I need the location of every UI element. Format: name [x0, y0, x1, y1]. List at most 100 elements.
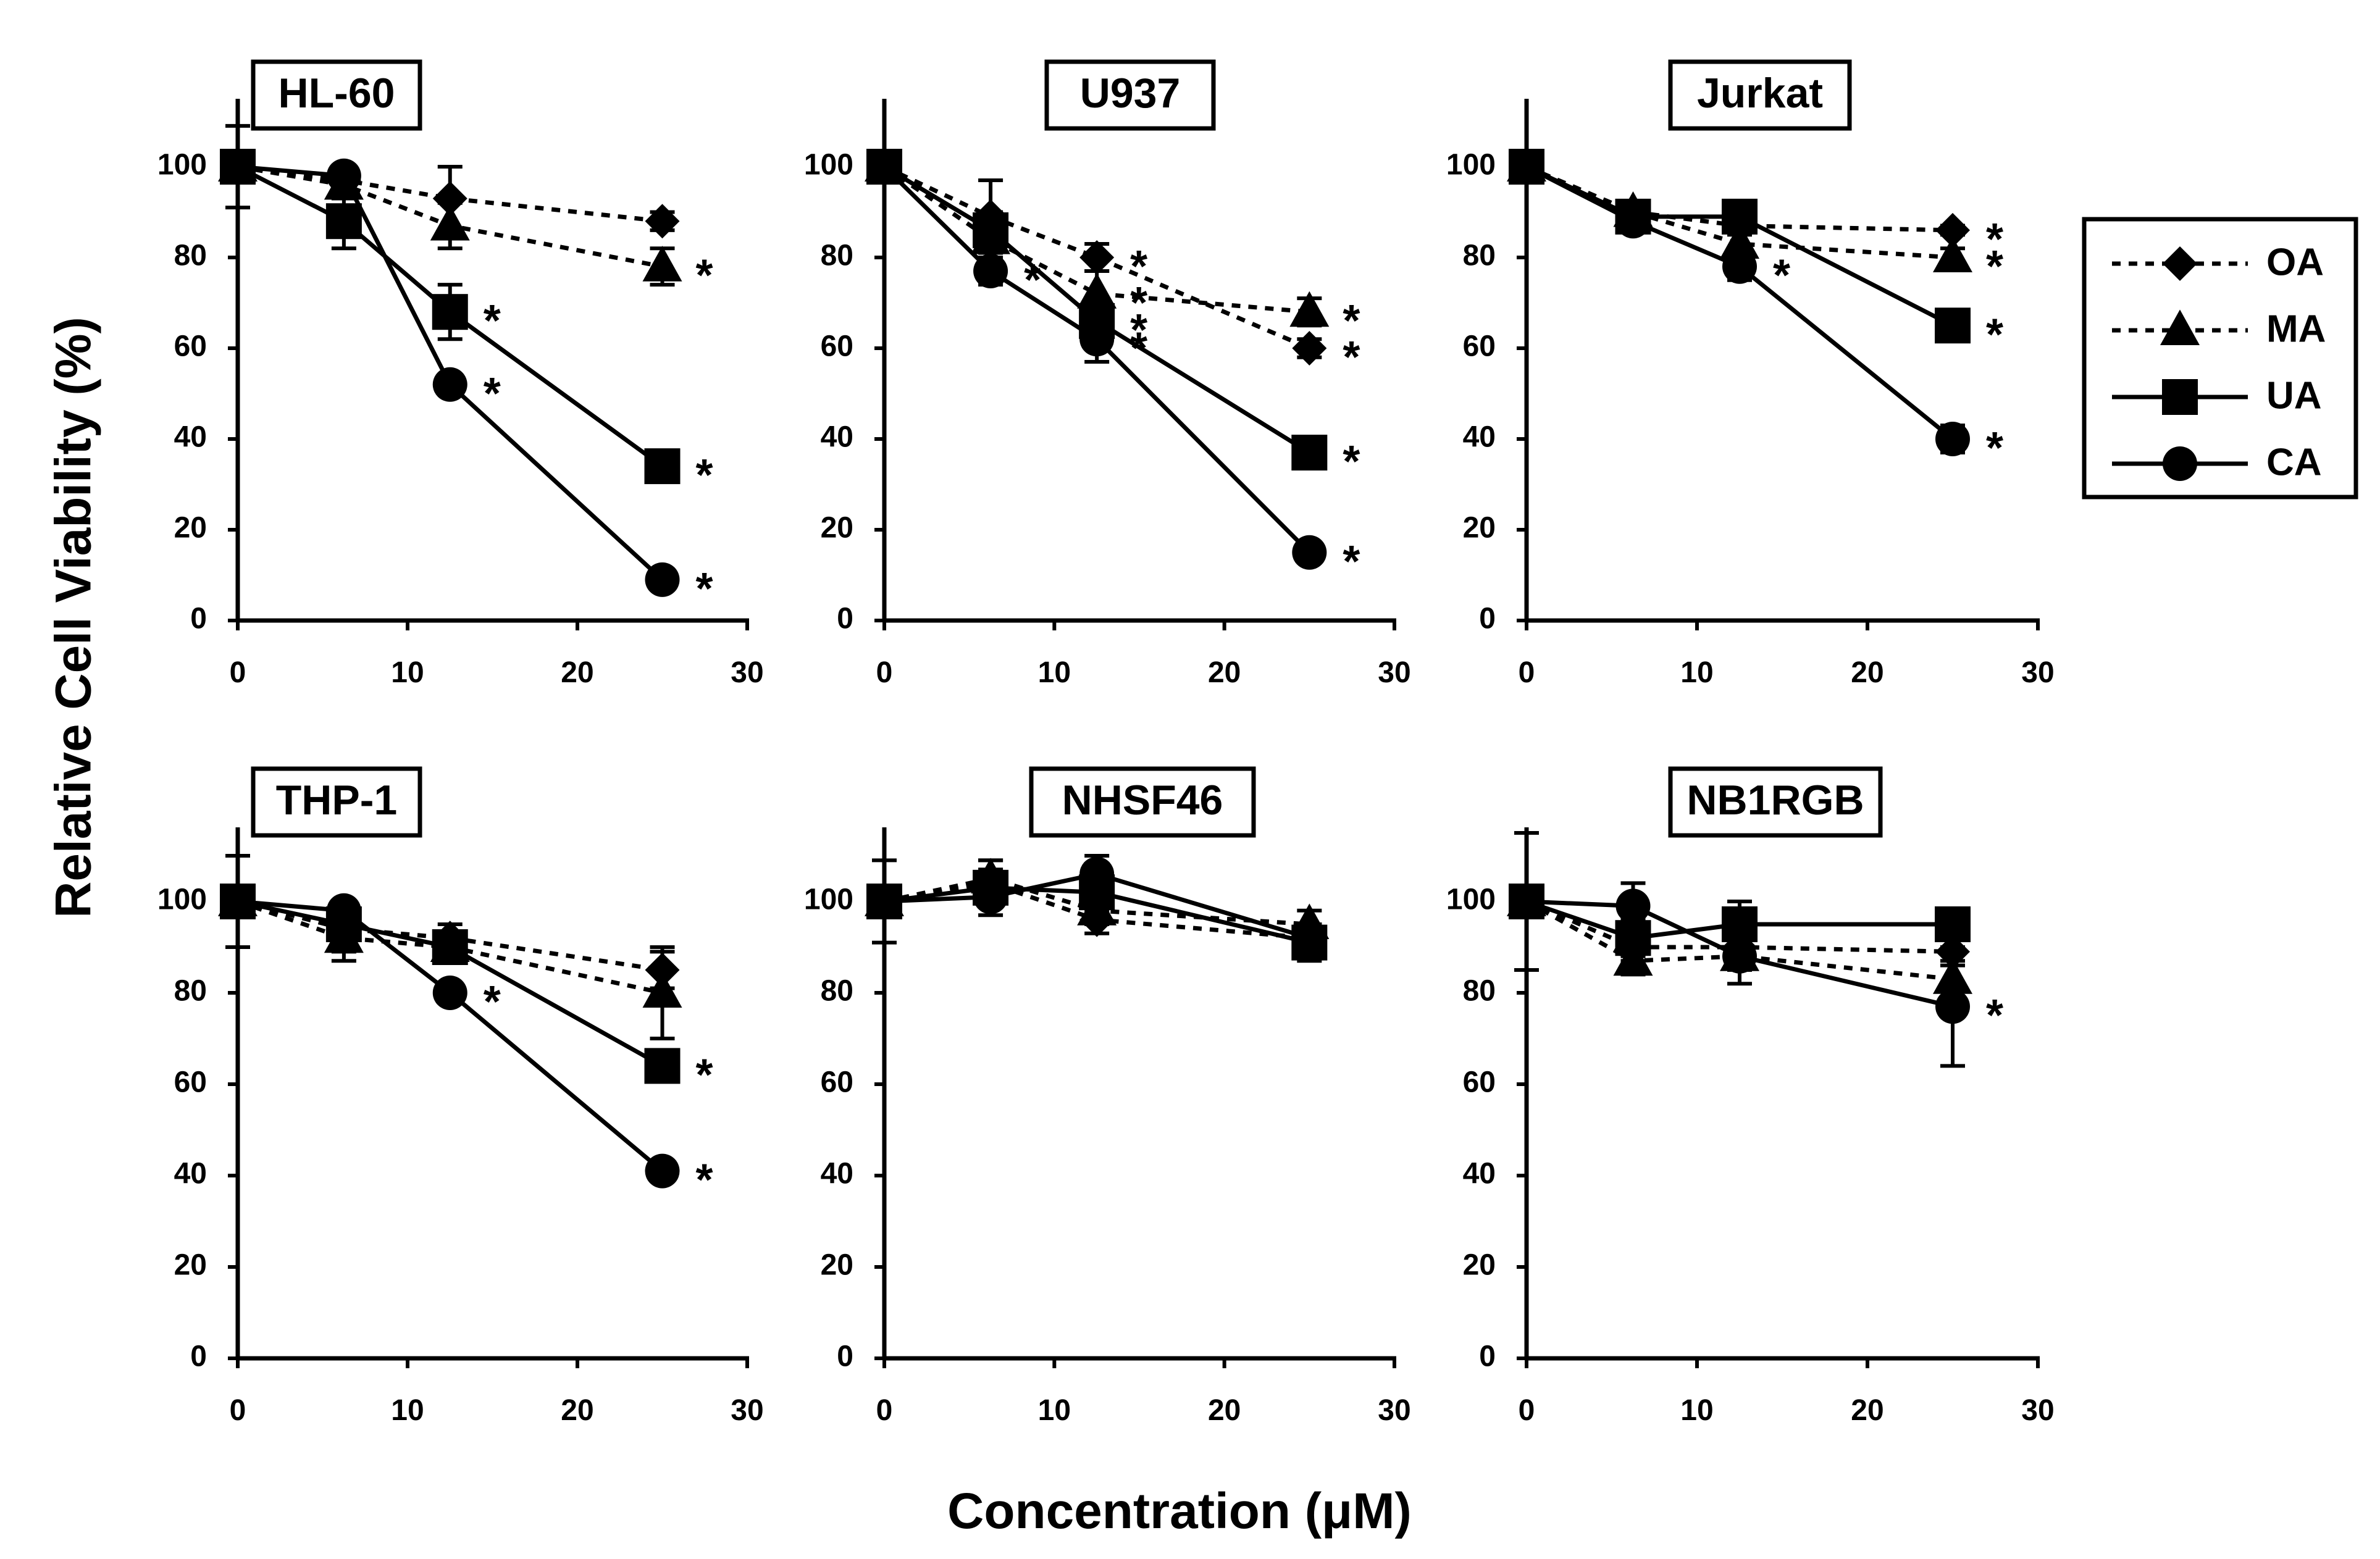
legend-marker-oa: [2163, 246, 2197, 281]
legend: OA MA UA CA: [2082, 217, 2358, 499]
significance-mark: *: [695, 251, 713, 301]
legend-label: CA: [2266, 441, 2322, 483]
series-line-ca: [882, 165, 1311, 554]
y-tick-label: 80: [1463, 240, 1496, 272]
legend-marker-ma: [2160, 309, 2200, 345]
y-tick-label: 100: [804, 149, 853, 182]
series-line-ma: [884, 876, 1310, 927]
y-tick-label: 60: [174, 330, 207, 363]
y-tick-label: 0: [190, 1340, 207, 1373]
legend-item-ca: CA: [2112, 441, 2322, 483]
data-point-ca: [1615, 204, 1651, 239]
data-point-ca: [645, 1153, 680, 1189]
significance-mark: *: [1986, 310, 2003, 359]
data-point-ca: [1509, 149, 1544, 184]
data-point-ca: [326, 893, 361, 928]
series-ca: ***: [867, 149, 1360, 587]
significance-mark: *: [1130, 278, 1147, 328]
x-tick-label: 30: [2021, 1394, 2054, 1427]
data-point-oa: [1292, 331, 1327, 366]
y-tick-label: 20: [1463, 1249, 1496, 1282]
y-tick-label: 40: [174, 421, 207, 454]
y-tick-label: 80: [174, 240, 207, 272]
series-line-ma: [237, 899, 663, 995]
y-tick-label: 0: [1479, 1340, 1496, 1373]
significance-mark: *: [1343, 537, 1360, 587]
series-line-oa: [237, 164, 663, 224]
y-tick-label: 60: [821, 330, 853, 363]
data-point-ca: [1292, 921, 1327, 956]
x-tick-label: 10: [391, 656, 424, 689]
significance-mark: *: [1024, 256, 1041, 305]
series-ca: *: [1509, 881, 2003, 1068]
x-tick-label: 30: [1378, 1394, 1410, 1427]
series-line-oa: [237, 899, 663, 972]
x-tick-label: 10: [1038, 1394, 1071, 1427]
data-point-ca: [220, 149, 255, 184]
significance-mark: *: [1130, 324, 1147, 373]
data-point-oa: [432, 181, 467, 216]
legend-label: UA: [2266, 374, 2322, 417]
data-point-ca: [867, 884, 902, 919]
data-point-ca: [1935, 422, 1970, 456]
significance-mark: *: [695, 564, 713, 614]
panel-title-box: [251, 766, 422, 838]
data-point-ua: [1935, 307, 1971, 344]
data-point-ca: [1292, 535, 1327, 570]
x-axis-label: Concentration (μM): [947, 1483, 1412, 1539]
series-line-ca: [1526, 899, 1953, 1009]
significance-mark: *: [1130, 306, 1147, 355]
panel-title-box: [1668, 766, 1883, 838]
panel-nhsf46: NHSF46 0 20 40 60 80 100 0 10 20 30: [804, 766, 1411, 1427]
y-tick-label: 20: [1463, 512, 1496, 545]
panel-title: HL-60: [279, 70, 395, 117]
data-point-ca: [867, 149, 902, 184]
legend-item-ua: UA: [2112, 374, 2322, 417]
y-tick-label: 60: [1463, 330, 1496, 363]
data-point-ca: [432, 976, 467, 1010]
data-point-ma: [642, 246, 682, 282]
significance-mark: *: [1130, 242, 1147, 291]
x-tick-label: 20: [1208, 1394, 1241, 1427]
y-tick-label: 20: [821, 1249, 853, 1282]
y-tick-label: 100: [1446, 884, 1496, 916]
y-tick-label: 60: [174, 1066, 207, 1099]
y-tick-label: 0: [1479, 603, 1496, 635]
y-tick-label: 100: [1446, 149, 1496, 182]
series-ca: **: [220, 884, 713, 1205]
panel-title: NB1RGB: [1687, 777, 1864, 824]
data-point-ca: [1079, 856, 1115, 892]
panel-title: U937: [1080, 70, 1181, 117]
data-point-ua: [644, 448, 681, 485]
x-tick-label: 10: [1680, 1394, 1713, 1427]
y-tick-label: 20: [174, 512, 207, 545]
y-axis-label: Relative Cell Viability (%): [46, 317, 102, 918]
significance-mark: *: [695, 1156, 713, 1205]
significance-mark: *: [695, 1050, 713, 1100]
data-point-ca: [973, 254, 1008, 289]
legend-label: OA: [2266, 241, 2324, 283]
significance-mark: *: [1343, 296, 1360, 346]
series-line-ma: [1525, 899, 1953, 982]
series-line-ma: [883, 165, 1310, 314]
data-point-ma: [1933, 236, 1972, 272]
significance-mark: *: [1986, 215, 2003, 264]
significance-mark: *: [1343, 333, 1360, 382]
y-tick-label: 80: [174, 975, 207, 1008]
significance-mark: *: [484, 296, 501, 346]
data-point-ca: [1935, 989, 1970, 1024]
significance-mark: *: [695, 451, 713, 500]
data-point-oa: [1935, 212, 1970, 248]
x-tick-label: 30: [731, 656, 763, 689]
y-tick-label: 80: [821, 240, 853, 272]
y-tick-label: 40: [821, 1158, 853, 1190]
significance-mark: *: [1343, 437, 1360, 487]
data-point-ma: [1289, 291, 1330, 327]
y-tick-label: 40: [821, 421, 853, 454]
series-line-oa: [884, 880, 1310, 940]
significance-mark: *: [1986, 991, 2003, 1040]
